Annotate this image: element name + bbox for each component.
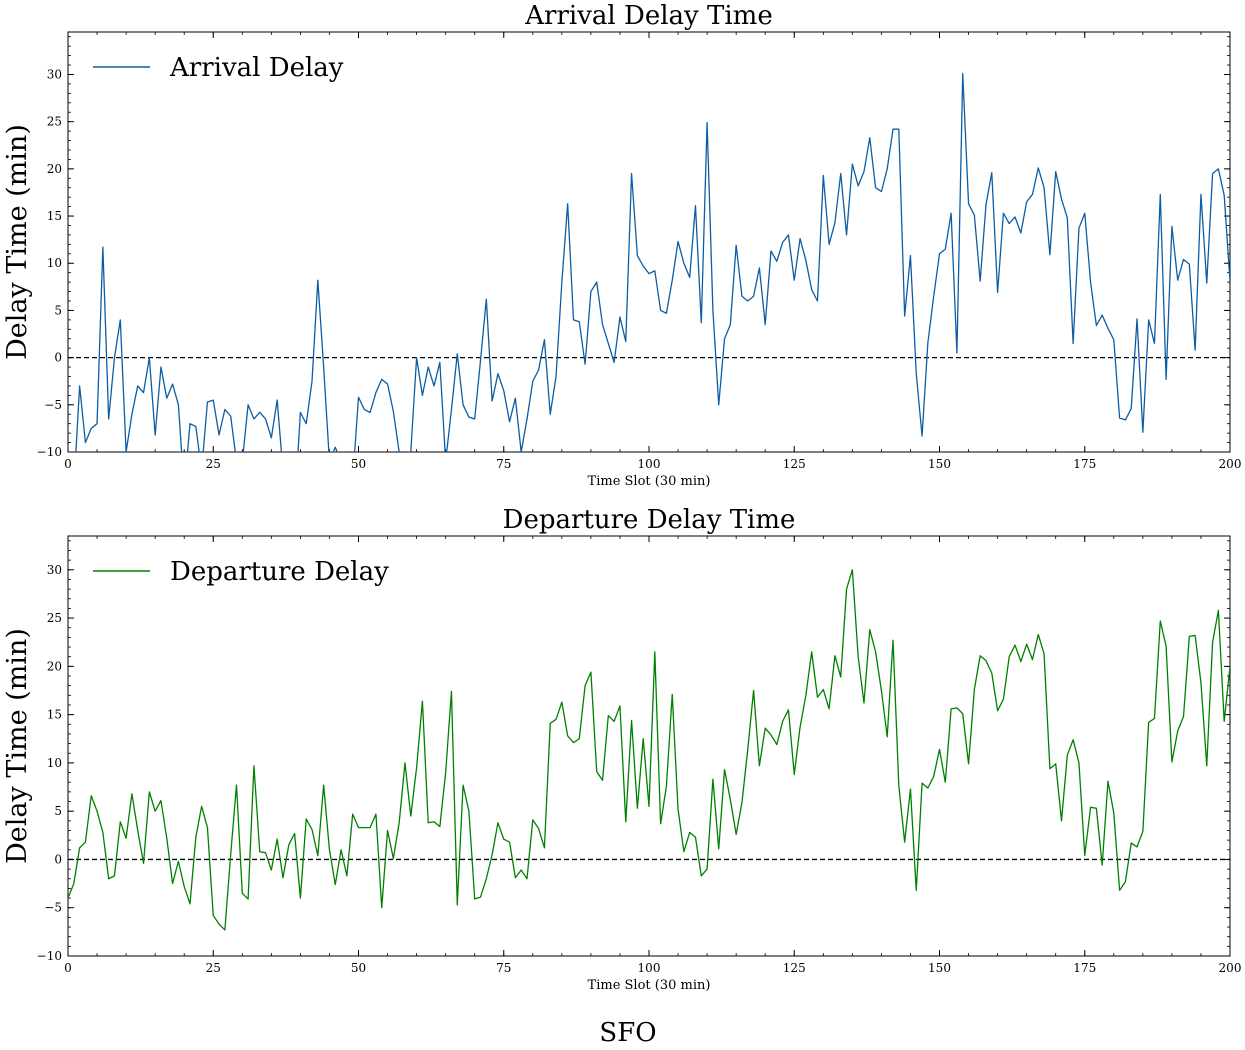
axis-ticks: 0 25 50 75 100 125 150 175 200 −10 −5 0 5 10 15 20 25 30 <box>37 32 1242 471</box>
x-tick-label: 200 <box>1219 457 1242 471</box>
x-axis-label: Time Slot (30 min) <box>588 978 711 993</box>
y-tick-label: 10 <box>47 756 62 770</box>
plot-frame <box>67 31 1231 453</box>
series-line <box>68 569 1230 931</box>
x-tick-label: 150 <box>928 961 951 975</box>
y-axis-label: Delay Time (min) <box>2 628 33 864</box>
y-tick-label: 15 <box>47 708 62 722</box>
y-tick-label: 0 <box>54 351 62 365</box>
y-tick-label: −5 <box>44 398 62 412</box>
chart-title: Departure Delay Time <box>503 505 796 535</box>
y-tick-label: 5 <box>54 804 62 818</box>
y-tick-label: −10 <box>37 949 62 963</box>
legend: Departure Delay <box>93 557 389 587</box>
x-tick-label: 175 <box>1073 961 1096 975</box>
x-tick-label: 25 <box>206 961 221 975</box>
chart-title: Arrival Delay Time <box>524 1 772 31</box>
x-tick-label: 50 <box>351 457 366 471</box>
departure-delay-chart: Departure Delay Time Time Slot (30 min) … <box>2 505 1241 993</box>
legend-label: Departure Delay <box>170 557 389 587</box>
y-tick-label: 0 <box>54 852 62 866</box>
x-tick-label: 75 <box>496 457 511 471</box>
plot-area <box>68 569 1230 931</box>
plot-frame <box>67 535 1231 957</box>
legend: Arrival Delay <box>93 53 344 83</box>
y-tick-label: 5 <box>54 303 62 317</box>
x-tick-label: 100 <box>638 457 661 471</box>
y-tick-label: 10 <box>47 256 62 270</box>
arrival-delay-chart: Arrival Delay Time Time Slot (30 min) De… <box>2 1 1242 489</box>
y-axis-label: Delay Time (min) <box>2 124 33 360</box>
x-tick-label: 75 <box>496 961 511 975</box>
x-tick-label: 125 <box>783 961 806 975</box>
y-tick-label: 25 <box>47 115 62 129</box>
axis-ticks: 0 25 50 75 100 125 150 175 200 −10 −5 0 5 10 15 20 25 30 <box>37 536 1242 975</box>
x-tick-label: 25 <box>206 457 221 471</box>
legend-label: Arrival Delay <box>169 53 344 83</box>
figure-suptitle: SFO <box>599 1018 656 1048</box>
plot-area <box>68 72 1230 452</box>
y-tick-label: 30 <box>47 563 62 577</box>
x-tick-label: 100 <box>638 961 661 975</box>
x-tick-label: 0 <box>64 457 72 471</box>
y-tick-label: −10 <box>37 445 62 459</box>
x-tick-label: 150 <box>928 457 951 471</box>
x-tick-label: 0 <box>64 961 72 975</box>
y-tick-label: 20 <box>47 659 62 673</box>
x-tick-label: 200 <box>1219 961 1242 975</box>
y-tick-label: 30 <box>47 67 62 81</box>
x-tick-label: 175 <box>1073 457 1096 471</box>
series-line <box>75 72 1230 452</box>
y-tick-label: 15 <box>47 209 62 223</box>
x-tick-label: 50 <box>351 961 366 975</box>
y-tick-label: 25 <box>47 611 62 625</box>
y-tick-label: −5 <box>44 901 62 915</box>
x-tick-label: 125 <box>783 457 806 471</box>
y-tick-label: 20 <box>47 162 62 176</box>
x-axis-label: Time Slot (30 min) <box>588 474 711 489</box>
